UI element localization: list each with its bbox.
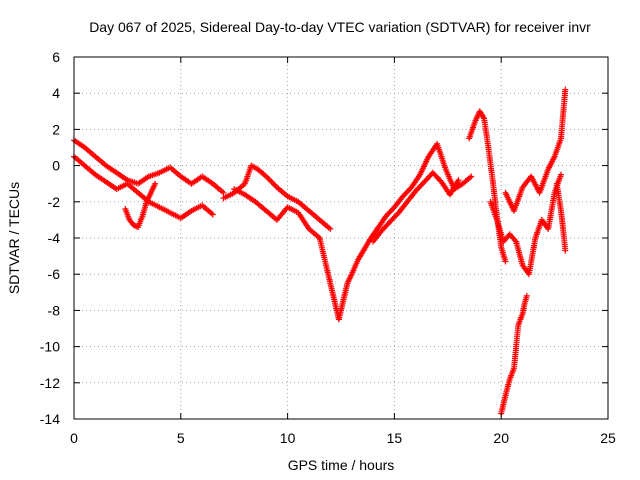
x-tick-label: 20 bbox=[493, 430, 509, 446]
ticks bbox=[73, 56, 609, 420]
data-point bbox=[327, 225, 334, 232]
data-point bbox=[562, 247, 569, 254]
series-arc-c bbox=[122, 180, 159, 231]
x-tick-label: 10 bbox=[280, 430, 296, 446]
y-tick-label: -4 bbox=[48, 230, 61, 246]
series-late bbox=[487, 171, 564, 278]
series-arc-b bbox=[71, 153, 216, 222]
data-point bbox=[268, 178, 275, 185]
data-points bbox=[71, 86, 569, 417]
x-tick-label: 0 bbox=[70, 430, 78, 446]
y-tick-label: 0 bbox=[52, 158, 60, 174]
y-tick-label: 2 bbox=[52, 121, 60, 137]
series-rise-low bbox=[370, 169, 462, 245]
series-arc-d bbox=[220, 162, 334, 232]
series-plunge bbox=[498, 292, 530, 417]
y-axis-label: SDTVAR / TECUs bbox=[6, 182, 22, 294]
y-tick-label: 4 bbox=[52, 85, 60, 101]
x-tick-label: 15 bbox=[387, 430, 403, 446]
chart-title: Day 067 of 2025, Sidereal Day-to-day VTE… bbox=[89, 19, 591, 35]
y-tick-label: -10 bbox=[40, 339, 60, 355]
grid bbox=[74, 57, 608, 419]
data-point bbox=[558, 171, 564, 178]
data-point bbox=[209, 211, 216, 218]
x-tick-label: 5 bbox=[177, 430, 185, 446]
y-tick-label: -2 bbox=[48, 194, 61, 210]
y-tick-label: -6 bbox=[48, 266, 61, 282]
y-tick-label: 6 bbox=[52, 49, 60, 65]
y-tick-label: -12 bbox=[40, 375, 60, 391]
series-arc-e bbox=[231, 186, 323, 241]
data-point bbox=[152, 180, 159, 187]
data-point bbox=[455, 177, 462, 184]
x-tick-label: 25 bbox=[600, 430, 616, 446]
data-point bbox=[502, 258, 509, 265]
data-point bbox=[562, 86, 569, 93]
series-dip bbox=[316, 225, 381, 323]
series-rise bbox=[374, 140, 475, 232]
data-point bbox=[468, 173, 475, 180]
y-tick-label: -14 bbox=[40, 411, 60, 427]
series-drop-end bbox=[553, 180, 569, 254]
x-axis-label: GPS time / hours bbox=[288, 457, 395, 473]
data-point bbox=[523, 292, 530, 299]
data-point bbox=[220, 189, 227, 196]
series-arc-a bbox=[71, 137, 227, 196]
y-tick-label: -8 bbox=[48, 302, 61, 318]
data-point bbox=[265, 176, 272, 183]
series-late-upper bbox=[502, 86, 569, 214]
